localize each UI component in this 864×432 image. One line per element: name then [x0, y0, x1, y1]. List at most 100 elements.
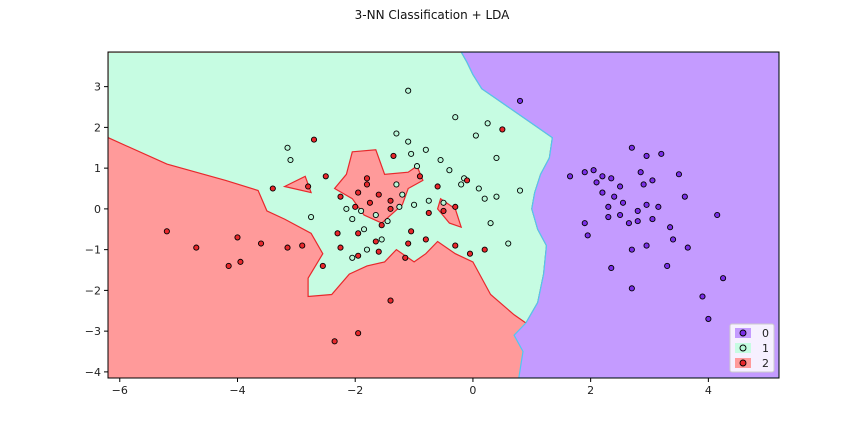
data-point [358, 207, 365, 214]
data-point [405, 138, 412, 145]
data-point [472, 132, 479, 139]
data-point [649, 177, 656, 184]
data-point [408, 150, 415, 157]
axes-frame [107, 51, 780, 379]
data-point [720, 275, 727, 282]
data-point [649, 216, 656, 223]
legend-label: 2 [762, 357, 769, 370]
plot-area [108, 52, 779, 378]
data-point [584, 232, 591, 239]
data-point [637, 169, 644, 176]
data-point [193, 244, 200, 251]
data-point [605, 203, 612, 210]
data-point [608, 264, 615, 272]
data-point [667, 224, 674, 231]
data-point [684, 244, 691, 251]
data-point [581, 169, 588, 176]
data-point [402, 254, 409, 261]
data-point [466, 250, 474, 257]
data-point [463, 177, 471, 184]
data-point [599, 173, 606, 180]
data-point [605, 213, 612, 221]
data-point [643, 242, 650, 249]
data-point [308, 213, 315, 221]
data-point [284, 244, 291, 251]
data-point [643, 152, 650, 159]
data-point [349, 254, 356, 261]
data-point [516, 97, 524, 104]
data-point [681, 193, 688, 200]
legend-marker [739, 359, 747, 367]
data-point [499, 126, 506, 133]
data-point [343, 205, 350, 212]
data-point [305, 183, 312, 190]
data-point [425, 197, 432, 204]
x-tick-label: 2 [587, 384, 594, 397]
data-point [625, 220, 632, 227]
data-point [384, 218, 391, 225]
data-point [269, 185, 276, 192]
data-point [284, 144, 291, 151]
data-point [628, 144, 635, 151]
data-point [714, 211, 721, 219]
data-point [366, 199, 373, 206]
data-point [452, 114, 459, 121]
data-point [257, 240, 265, 247]
x-tick-label: 0 [469, 384, 476, 397]
data-point [611, 193, 618, 200]
data-point [163, 228, 170, 235]
data-point [484, 120, 491, 127]
data-point [705, 315, 712, 322]
data-point [322, 173, 329, 180]
data-point [375, 191, 382, 198]
data-point [355, 230, 362, 237]
data-point [422, 236, 429, 243]
data-point [393, 130, 400, 137]
data-point [390, 152, 397, 159]
x-tick-label: −6 [112, 384, 128, 397]
y-tick-label: −4 [85, 366, 101, 379]
data-point [619, 199, 627, 206]
data-point [425, 209, 432, 217]
data-point [699, 293, 706, 300]
data-point [422, 146, 429, 153]
data-point [337, 193, 344, 200]
data-point [440, 207, 447, 214]
y-tick-label: −2 [85, 284, 101, 297]
data-point [411, 201, 418, 208]
data-point [363, 175, 371, 182]
data-point [416, 173, 424, 180]
y-tick-label: 3 [94, 81, 101, 94]
data-point [658, 150, 665, 157]
data-point [452, 242, 459, 249]
data-point [405, 87, 412, 94]
legend-marker [739, 329, 747, 337]
data-point [378, 236, 385, 243]
data-point [446, 167, 453, 174]
data-point [378, 222, 385, 229]
data-point [458, 181, 465, 188]
data-point [493, 154, 500, 161]
data-point [634, 207, 641, 214]
data-point [634, 218, 641, 225]
data-point [396, 203, 403, 210]
data-point [599, 189, 606, 196]
data-point [643, 201, 650, 208]
data-point [408, 228, 415, 235]
y-tick-label: −3 [85, 325, 101, 338]
data-point [387, 197, 394, 204]
data-point [234, 234, 241, 241]
y-tick-label: 0 [94, 203, 101, 216]
data-point [355, 189, 362, 196]
data-point [440, 199, 447, 206]
series-2 [163, 126, 506, 345]
data-point [393, 181, 400, 188]
data-point [331, 338, 338, 345]
y-tick-label: 2 [94, 121, 101, 134]
data-point [310, 136, 318, 143]
data-point [355, 330, 362, 337]
x-tick-label: −4 [229, 384, 245, 397]
data-point [481, 246, 488, 253]
data-point [516, 187, 524, 194]
data-point [337, 244, 344, 251]
